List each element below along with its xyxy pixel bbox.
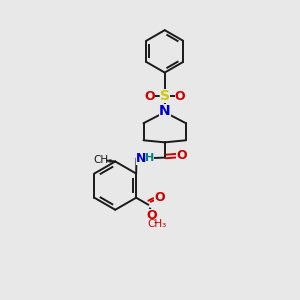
Text: O: O: [154, 191, 165, 204]
Text: N: N: [136, 152, 146, 165]
Text: CH₃: CH₃: [93, 155, 112, 165]
Text: O: O: [147, 209, 157, 223]
Text: CH₃: CH₃: [148, 219, 167, 229]
Text: O: O: [176, 149, 187, 162]
Text: S: S: [160, 89, 170, 103]
Text: O: O: [175, 90, 185, 103]
Text: N: N: [159, 104, 170, 118]
Text: H: H: [145, 153, 154, 163]
Text: O: O: [144, 90, 155, 103]
